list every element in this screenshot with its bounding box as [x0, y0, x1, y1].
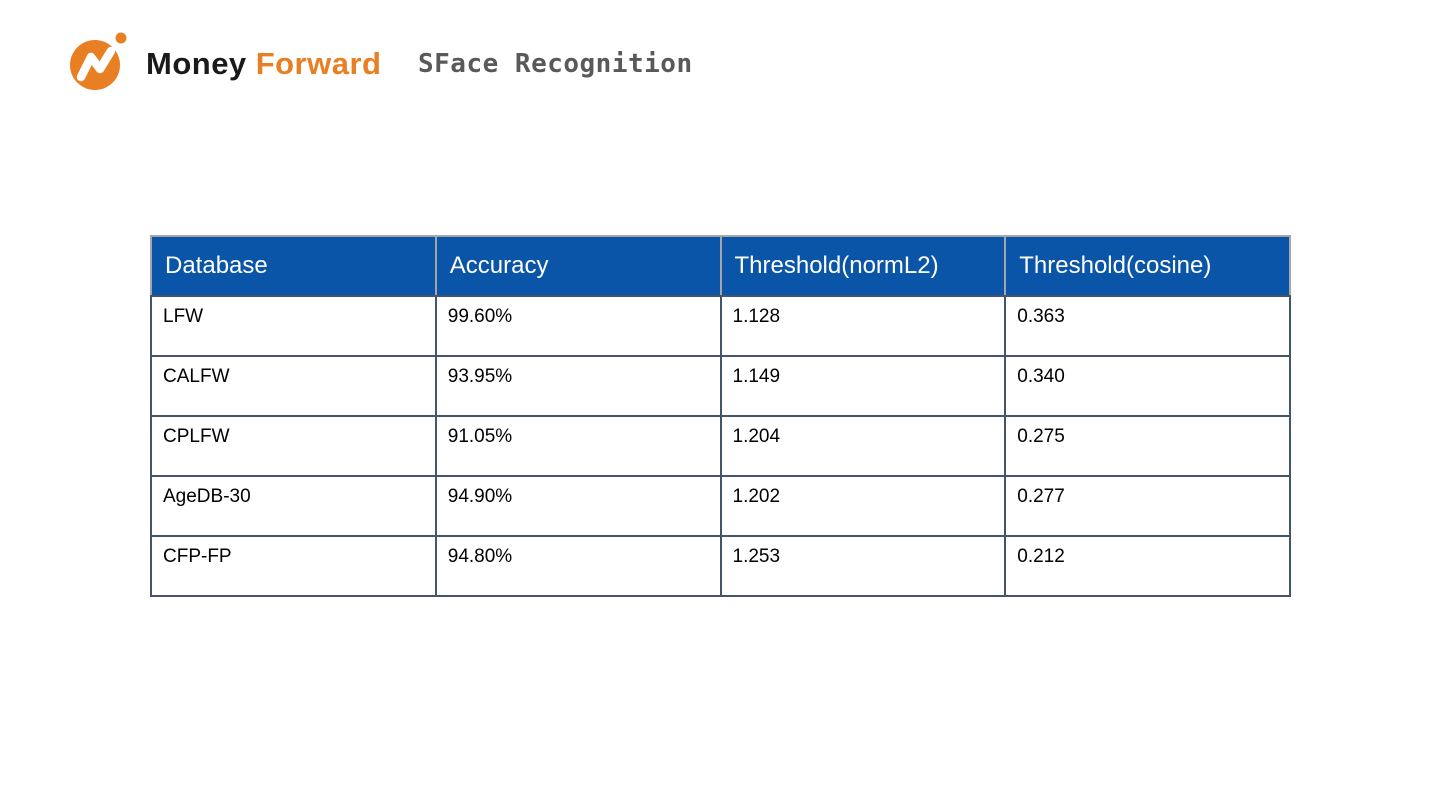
- money-forward-logo-icon: [70, 32, 127, 90]
- page-title: SFace Recognition: [418, 49, 693, 79]
- table-cell: 0.340: [1004, 355, 1291, 417]
- brand-wordmark: Money Forward: [146, 46, 381, 82]
- table-cell: 94.90%: [434, 475, 722, 537]
- results-table-container: Database Accuracy Threshold(normL2) Thre…: [150, 235, 1291, 597]
- brand-money-text: Money: [146, 46, 247, 81]
- column-header-threshold-cosine: Threshold(cosine): [1004, 235, 1291, 297]
- table-header: Database Accuracy Threshold(normL2) Thre…: [150, 235, 1291, 297]
- results-table: Database Accuracy Threshold(normL2) Thre…: [150, 235, 1291, 597]
- table-cell: 0.275: [1004, 415, 1291, 477]
- table-cell: CALFW: [150, 355, 437, 417]
- table-cell: 99.60%: [434, 295, 722, 357]
- table-cell: 0.277: [1004, 475, 1291, 537]
- table-row: CFP-FP 94.80% 1.253 0.212: [150, 535, 1291, 597]
- money-forward-brand: Money Forward: [64, 28, 381, 100]
- table-row: AgeDB-30 94.90% 1.202 0.277: [150, 475, 1291, 537]
- table-cell: 0.363: [1004, 295, 1291, 357]
- table-cell: 1.204: [719, 415, 1007, 477]
- table-cell: 1.128: [719, 295, 1007, 357]
- table-header-row: Database Accuracy Threshold(normL2) Thre…: [150, 235, 1291, 297]
- table-row: CPLFW 91.05% 1.204 0.275: [150, 415, 1291, 477]
- table-body: LFW 99.60% 1.128 0.363 CALFW 93.95% 1.14…: [150, 295, 1291, 597]
- table-cell: CFP-FP: [150, 535, 437, 597]
- table-cell: CPLFW: [150, 415, 437, 477]
- table-cell: 1.149: [719, 355, 1007, 417]
- column-header-database: Database: [150, 235, 437, 297]
- table-cell: 93.95%: [434, 355, 722, 417]
- table-cell: 1.253: [719, 535, 1007, 597]
- table-cell: 94.80%: [434, 535, 722, 597]
- table-cell: LFW: [150, 295, 437, 357]
- table-cell: 91.05%: [434, 415, 722, 477]
- table-row: LFW 99.60% 1.128 0.363: [150, 295, 1291, 357]
- column-header-accuracy: Accuracy: [434, 235, 722, 297]
- column-header-threshold-norml2: Threshold(normL2): [719, 235, 1007, 297]
- table-cell: AgeDB-30: [150, 475, 437, 537]
- brand-forward-text: Forward: [255, 46, 382, 81]
- table-cell: 1.202: [719, 475, 1007, 537]
- table-row: CALFW 93.95% 1.149 0.340: [150, 355, 1291, 417]
- table-cell: 0.212: [1004, 535, 1291, 597]
